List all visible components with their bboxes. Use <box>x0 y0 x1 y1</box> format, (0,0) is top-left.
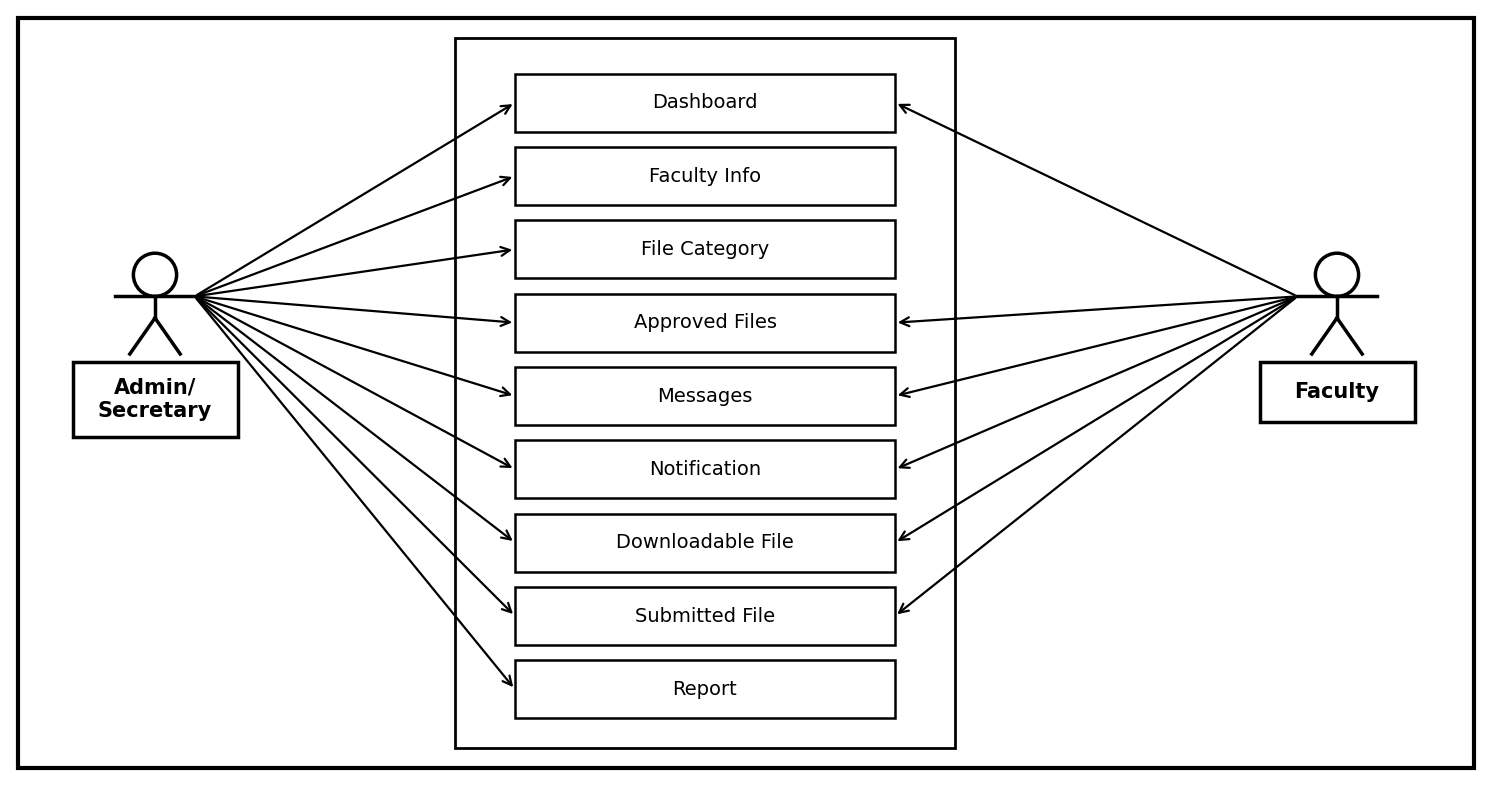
Bar <box>73 362 237 437</box>
Text: Faculty Info: Faculty Info <box>649 167 761 185</box>
Text: Submitted File: Submitted File <box>636 607 774 626</box>
Bar <box>515 587 895 645</box>
Bar <box>515 74 895 132</box>
Text: Approved Files: Approved Files <box>634 313 776 332</box>
Bar <box>455 38 955 748</box>
Text: Admin/
Secretary: Admin/ Secretary <box>98 378 212 421</box>
Text: Notification: Notification <box>649 460 761 479</box>
Bar <box>515 367 895 425</box>
Text: Downloadable File: Downloadable File <box>616 533 794 553</box>
Bar <box>515 220 895 278</box>
Bar <box>515 514 895 571</box>
Bar <box>515 440 895 498</box>
Text: Faculty: Faculty <box>1295 382 1380 402</box>
Bar <box>515 147 895 205</box>
Text: Messages: Messages <box>658 387 752 406</box>
Text: File Category: File Category <box>642 240 768 259</box>
Text: Report: Report <box>673 680 737 699</box>
Bar <box>1259 362 1414 422</box>
Bar <box>515 660 895 718</box>
Bar <box>515 294 895 351</box>
Text: Dashboard: Dashboard <box>652 94 758 112</box>
